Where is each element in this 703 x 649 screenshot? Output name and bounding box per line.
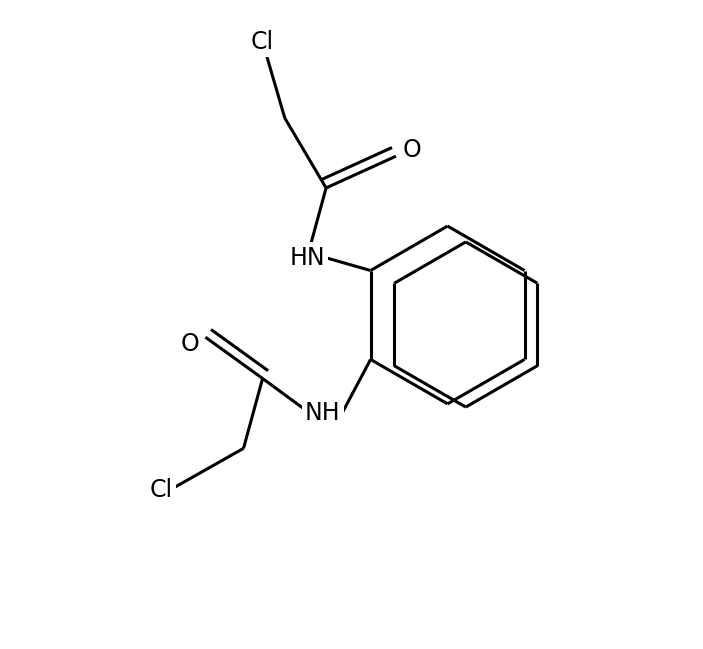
Text: NH: NH — [305, 402, 341, 425]
Text: Cl: Cl — [150, 478, 172, 502]
Text: HN: HN — [289, 246, 325, 270]
Text: O: O — [180, 332, 199, 356]
Text: Cl: Cl — [251, 30, 274, 54]
Text: O: O — [402, 138, 421, 162]
